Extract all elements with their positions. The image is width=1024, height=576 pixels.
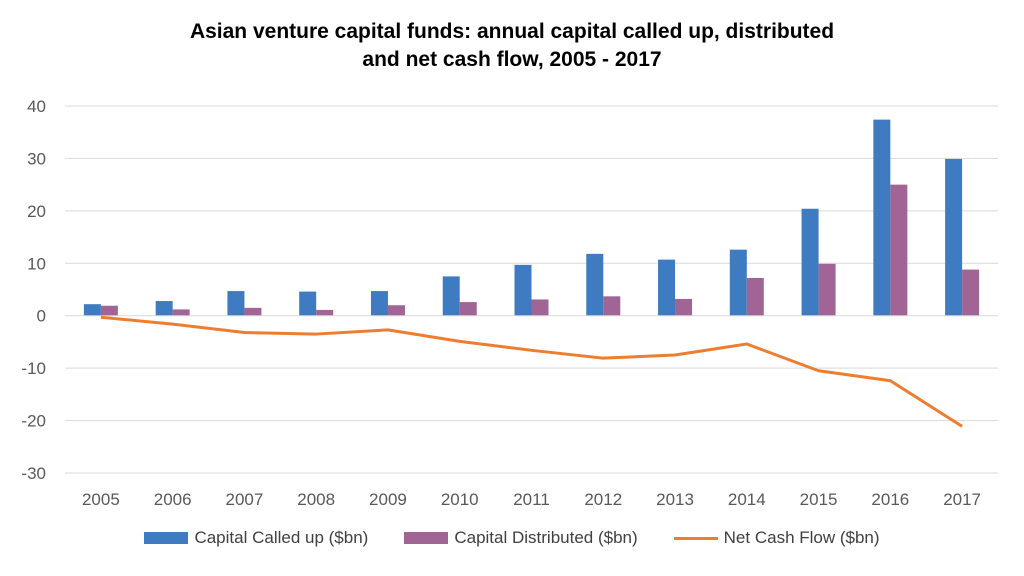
x-tick-label: 2012 — [584, 490, 622, 509]
bar-capital-distributed — [244, 307, 262, 316]
x-tick-label: 2014 — [728, 490, 766, 509]
bar-capital-called-up — [586, 253, 604, 316]
bar-capital-called-up — [514, 264, 532, 316]
bar-capital-distributed — [675, 298, 693, 316]
gridlines — [65, 105, 998, 474]
x-tick-label: 2015 — [800, 490, 838, 509]
bar-capital-distributed — [316, 309, 334, 316]
x-tick-label: 2016 — [871, 490, 909, 509]
bar-capital-distributed — [531, 299, 549, 316]
x-axis-ticks: 2005 2006 2007 2008 2009 2010 2011 2012 2013 2014… — [82, 490, 981, 509]
net-cash-flow-line — [100, 315, 963, 428]
y-tick-label: 10 — [27, 254, 46, 273]
bar-capital-called-up — [83, 304, 101, 316]
x-tick-label: 2017 — [943, 490, 981, 509]
y-tick-label: 0 — [37, 307, 46, 326]
bar-capital-distributed — [387, 305, 405, 316]
bars — [83, 119, 980, 316]
bar-capital-distributed — [100, 305, 118, 316]
y-tick-label: -30 — [21, 464, 46, 483]
bar-capital-distributed — [962, 269, 980, 316]
bar-capital-called-up — [227, 291, 245, 316]
x-tick-label: 2006 — [154, 490, 192, 509]
bar-capital-called-up — [729, 249, 747, 316]
y-tick-label: 40 — [27, 97, 46, 116]
bar-capital-called-up — [873, 119, 891, 316]
bar-capital-called-up — [442, 276, 460, 316]
y-tick-label: -10 — [21, 359, 46, 378]
legend-label-distributed: Capital Distributed ($bn) — [454, 528, 638, 547]
x-tick-label: 2010 — [441, 490, 479, 509]
x-tick-label: 2009 — [369, 490, 407, 509]
legend-item-net-cash-flow: Net Cash Flow ($bn) — [673, 528, 880, 548]
bar-capital-distributed — [603, 296, 621, 316]
bar-capital-called-up — [155, 301, 173, 316]
chart-title-line-1: Asian venture capital funds: annual capi… — [189, 20, 835, 43]
net-cash-flow-line-group — [100, 315, 963, 428]
legend-swatch-called-up — [144, 532, 189, 544]
bar-capital-called-up — [370, 291, 388, 316]
legend-item-distributed: Capital Distributed ($bn) — [404, 528, 638, 548]
legend-swatch-net-cash-flow — [673, 536, 718, 540]
y-axis-ticks: 40 30 20 10 0 -10 -20 -30 — [21, 97, 46, 483]
chart-title: Asian venture capital funds: annual capi… — [0, 18, 1024, 74]
x-tick-label: 2013 — [656, 490, 694, 509]
bar-capital-called-up — [299, 291, 317, 316]
legend-swatch-distributed — [404, 532, 449, 544]
x-tick-label: 2008 — [297, 490, 335, 509]
bar-capital-distributed — [459, 302, 477, 316]
y-tick-label: -20 — [21, 412, 46, 431]
legend-item-called-up: Capital Called up ($bn) — [144, 528, 368, 548]
bar-capital-called-up — [801, 208, 819, 316]
legend: Capital Called up ($bn) Capital Distribu… — [0, 528, 1024, 548]
y-tick-label: 30 — [27, 149, 46, 168]
bar-capital-distributed — [172, 309, 190, 316]
x-tick-label: 2007 — [226, 490, 264, 509]
x-tick-label: 2011 — [513, 490, 550, 509]
bar-capital-called-up — [658, 259, 676, 316]
bar-capital-distributed — [818, 263, 836, 316]
y-tick-label: 20 — [27, 202, 46, 221]
legend-label-net-cash-flow: Net Cash Flow ($bn) — [723, 528, 880, 547]
x-tick-label: 2005 — [82, 490, 120, 509]
chart-title-line-2: and net cash flow, 2005 - 2017 — [362, 48, 662, 71]
bar-capital-called-up — [945, 158, 963, 316]
bar-capital-distributed — [746, 277, 764, 316]
bar-capital-distributed — [890, 184, 908, 316]
legend-label-called-up: Capital Called up ($bn) — [194, 528, 369, 547]
